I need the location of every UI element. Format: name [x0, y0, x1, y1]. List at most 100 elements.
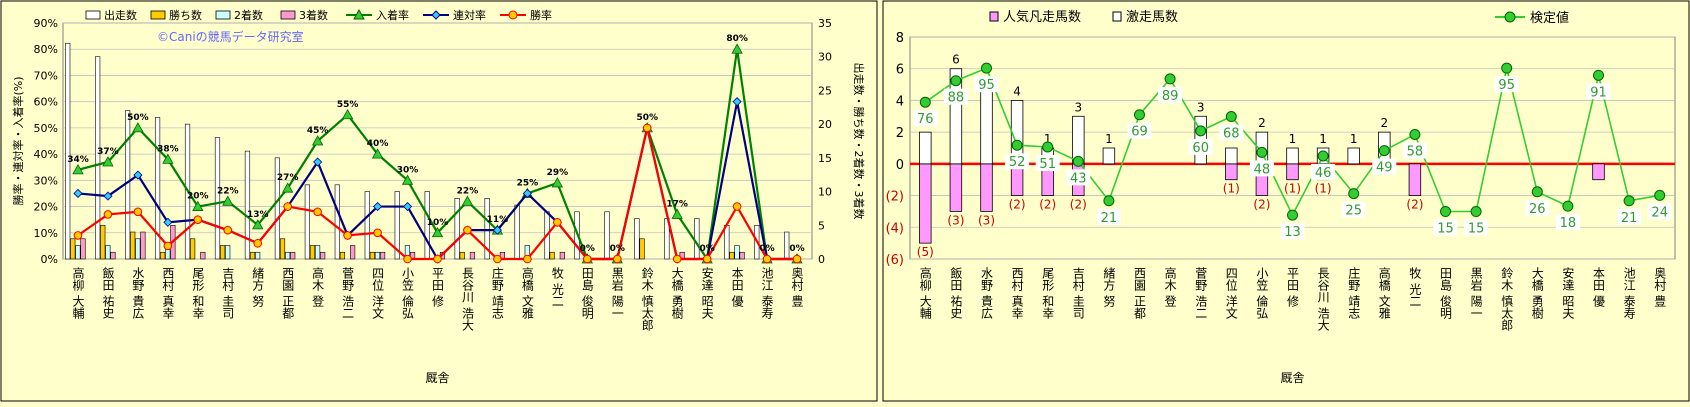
- value-label: 52: [1009, 155, 1026, 170]
- legend-swatch: [215, 10, 231, 20]
- bar-top-label: 2: [1380, 116, 1388, 130]
- bar-3着数-0: [80, 238, 86, 260]
- value-label-bg: [1586, 83, 1611, 100]
- bar-top-label: 1: [1105, 132, 1113, 146]
- bar-bottom-label: (3): [947, 213, 964, 227]
- x-tick-label: 黒岩 陽一: [610, 267, 624, 319]
- marker-検定値-8: [1164, 73, 1176, 85]
- x-tick-label: 小笠 倫弘: [401, 267, 415, 319]
- marker-勝率-15: [523, 254, 532, 264]
- marker-入着率-9: [341, 108, 354, 120]
- x-tick-label: 菅野 浩二: [341, 267, 355, 319]
- x-tick-label: 庄野 靖志: [1347, 266, 1361, 319]
- bar-bottom-label: (5): [917, 245, 934, 259]
- marker-入着率-6: [252, 219, 264, 230]
- bar-勝ち数-1: [100, 224, 106, 260]
- bar-出走数-8: [304, 184, 310, 260]
- bar-出走数-24: [784, 231, 790, 260]
- value-label: 95: [1498, 78, 1515, 93]
- bar-出走数-21: [694, 218, 700, 260]
- bar-unpopular-1: [949, 163, 963, 212]
- value-label: 48: [1254, 162, 1271, 177]
- marker-勝率-2: [133, 207, 143, 217]
- value-label: 46: [1315, 166, 1332, 181]
- value-label-bg: [1249, 160, 1274, 177]
- data-label: 80%: [726, 34, 748, 44]
- value-label-bg: [1402, 142, 1427, 159]
- bar-勝ち数-4: [190, 238, 196, 260]
- bar-勝ち数-13: [459, 251, 465, 260]
- right-y-tick-label: 30: [818, 51, 832, 64]
- bar-勝ち数-9: [339, 251, 346, 260]
- marker-入着率-4: [192, 200, 204, 211]
- legend-swatch: [280, 10, 296, 20]
- legend-swatch: [989, 11, 999, 22]
- value-label-bg: [1494, 76, 1519, 93]
- value-label: 76: [917, 112, 934, 127]
- bar-top-label: 1: [1289, 132, 1297, 146]
- bar-出走数-0: [65, 42, 71, 260]
- bar-3着数-4: [200, 251, 206, 260]
- marker-検定値-1: [950, 75, 962, 87]
- bar-出走数-2: [125, 110, 131, 260]
- value-label: 89: [1162, 89, 1179, 104]
- bar-bottom-label: (1): [1284, 182, 1301, 196]
- marker-検定値-4: [1042, 141, 1054, 153]
- left-legend: 出走数 勝ち数 2着数 3着数 入着率 連対率 勝率: [85, 8, 552, 22]
- marker-入着率-16: [551, 177, 564, 188]
- marker-入着率-0: [72, 164, 84, 175]
- right-y-tick-label: 5: [818, 219, 825, 232]
- x-tick-label: 緒方 努: [251, 266, 265, 307]
- x-tick-label: 大橋 勇樹: [670, 267, 684, 319]
- value-label-bg: [1372, 158, 1397, 175]
- bar-出走数-5: [214, 137, 221, 260]
- legend-label: 2着数: [234, 8, 263, 22]
- marker-勝率-12: [433, 254, 442, 264]
- value-label: 43: [1070, 171, 1087, 186]
- marker-検定値-11: [1256, 146, 1268, 158]
- bar-upset-0: [919, 131, 932, 165]
- x-tick-label: 安達 昭夫: [700, 266, 714, 320]
- data-label: 37%: [97, 147, 119, 157]
- x-tick-label: 鈴木 慎太郎: [640, 266, 654, 331]
- bar-出走数-22: [724, 224, 730, 260]
- x-tick-label: 菅野 浩二: [1194, 267, 1208, 319]
- legend-marker: [1504, 11, 1516, 23]
- bar-2着数-6: [255, 251, 261, 260]
- value-label-bg: [1158, 86, 1183, 103]
- marker-勝率-4: [193, 215, 203, 224]
- bar-bottom-label: (2): [1070, 198, 1087, 212]
- value-label-bg: [1280, 223, 1305, 240]
- value-label-bg: [1311, 163, 1336, 180]
- bar-出走数-3: [154, 117, 161, 260]
- bar-bottom-label: (1): [1315, 182, 1332, 196]
- bar-unpopular-16: [1408, 163, 1422, 196]
- data-label: 38%: [157, 144, 179, 154]
- bar-出走数-1: [95, 56, 101, 260]
- x-tick-label: 田島 俊明: [1439, 267, 1453, 319]
- x-tick-label: 平田 修: [431, 267, 445, 307]
- marker-入着率-10: [371, 148, 384, 159]
- bar-bottom-label: (2): [1253, 198, 1270, 212]
- value-label-bg: [1066, 169, 1091, 186]
- marker-検定値-21: [1562, 200, 1574, 212]
- marker-入着率-2: [132, 122, 144, 133]
- marker-連対率-0: [73, 188, 83, 199]
- marker-入着率-8: [311, 135, 324, 146]
- right-y-tick-label: 10: [818, 186, 832, 199]
- value-label-bg: [1555, 214, 1580, 231]
- legend-swatch: [150, 10, 166, 20]
- bar-勝ち数-22: [729, 251, 735, 260]
- right-y-tick-label: 15: [818, 152, 832, 165]
- bar-top-label: 3: [1197, 100, 1205, 114]
- x-tick-label: 池江 泰寿: [1622, 267, 1636, 319]
- x-tick-label: 鈴木 慎太郎: [1500, 266, 1514, 331]
- x-tick-label: 水野 貴広: [980, 267, 994, 319]
- marker-連対率-3: [163, 217, 173, 227]
- marker-連対率-14: [492, 225, 502, 235]
- legend-label: 勝率: [530, 8, 552, 22]
- bar-upset-6: [1102, 147, 1116, 165]
- marker-検定値-16: [1409, 128, 1421, 140]
- data-label: 25%: [517, 178, 539, 188]
